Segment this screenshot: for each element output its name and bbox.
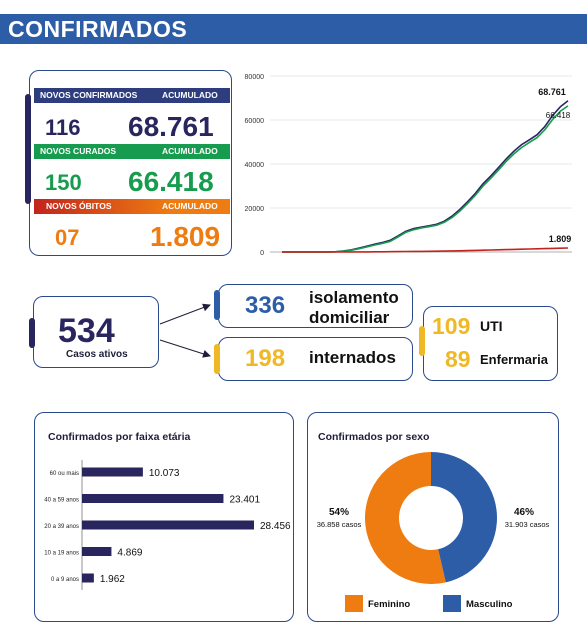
active-cases-label: Casos ativos bbox=[66, 349, 128, 360]
age-bar-value: 4.869 bbox=[117, 548, 142, 559]
uti-label: UTI bbox=[480, 318, 503, 334]
summary-accent bbox=[25, 94, 31, 204]
isolation-card bbox=[218, 284, 413, 328]
age-bar-value: 1.962 bbox=[100, 574, 125, 585]
novos-obitos-value: 07 bbox=[55, 225, 80, 250]
donut-slice-feminino bbox=[365, 452, 446, 584]
obitos-label-bar: NOVOS ÓBITOS ACUMULADO bbox=[34, 199, 230, 214]
donut-slice-masculino bbox=[431, 452, 497, 583]
age-bar bbox=[82, 494, 224, 503]
curados-label-bar: NOVOS CURADOS ACUMULADO bbox=[34, 144, 230, 159]
series-end-label-curados: 66.418 bbox=[546, 111, 571, 120]
age-bar bbox=[82, 467, 143, 477]
novos-confirmados-label: NOVOS CONFIRMADOS bbox=[40, 90, 138, 100]
confirmados-label-bar: NOVOS CONFIRMADOS ACUMULADO bbox=[34, 88, 230, 103]
cumulative-line-chart: 0 20000 40000 60000 80000 68.761 66.418 1.809 bbox=[245, 74, 572, 257]
novos-confirmados-value: 116 bbox=[45, 115, 81, 140]
age-bar-chart: 60 ou mais 10.073 40 a 59 anos 23.401 20 a 3… bbox=[44, 460, 291, 590]
age-category-label: 60 ou mais bbox=[50, 471, 79, 477]
uti-value: 109 bbox=[432, 313, 471, 339]
active-accent bbox=[29, 318, 35, 348]
isolation-accent bbox=[214, 290, 220, 320]
hospital-value: 198 bbox=[245, 345, 286, 372]
series-end-label-obitos: 1.809 bbox=[549, 234, 572, 244]
age-category-label: 20 a 39 anos bbox=[44, 524, 79, 530]
hospital-card bbox=[218, 337, 413, 381]
legend-label-feminino: Feminino bbox=[368, 599, 410, 610]
age-bar-value: 28.456 bbox=[260, 521, 291, 532]
y-tick-label: 80000 bbox=[245, 74, 265, 81]
acumulado-label: ACUMULADO bbox=[162, 146, 218, 156]
hospital-detail-accent bbox=[419, 326, 425, 356]
age-chart-title: Confirmados por faixa etária bbox=[48, 431, 191, 443]
series-end-label-confirmados: 68.761 bbox=[538, 87, 566, 97]
novos-curados-value: 150 bbox=[45, 170, 82, 195]
feminino-pct: 54% bbox=[329, 507, 349, 518]
feminino-cases: 36.858 casos bbox=[317, 520, 362, 529]
isolation-label-line2: domiciliar bbox=[309, 308, 390, 327]
ward-value: 89 bbox=[445, 346, 471, 372]
isolation-label-line1: isolamento bbox=[309, 288, 399, 307]
ward-label: Enfermaria bbox=[480, 352, 548, 367]
active-cases-value: 534 bbox=[58, 312, 115, 350]
age-bar bbox=[82, 573, 94, 583]
age-category-label: 40 a 59 anos bbox=[44, 498, 79, 504]
hospital-label: internados bbox=[309, 348, 396, 367]
acumulado-label: ACUMULADO bbox=[162, 201, 218, 211]
age-bar-value: 10.073 bbox=[149, 468, 180, 479]
sex-chart-title: Confirmados por sexo bbox=[318, 431, 430, 443]
acumulado-label: ACUMULADO bbox=[162, 90, 218, 100]
age-chart-card bbox=[34, 412, 294, 622]
arrow-to-hospital bbox=[159, 339, 211, 358]
novos-obitos-label: NOVOS ÓBITOS bbox=[46, 201, 112, 211]
y-tick-label: 20000 bbox=[245, 206, 265, 213]
isolation-value: 336 bbox=[245, 292, 286, 319]
y-tick-label: 40000 bbox=[245, 162, 265, 169]
legend-swatch-masculino bbox=[443, 595, 461, 612]
legend-label-masculino: Masculino bbox=[466, 599, 513, 610]
obitos-acumulado-value: 1.809 bbox=[150, 221, 221, 252]
age-category-label: 10 a 19 anos bbox=[44, 551, 79, 557]
series-line-obitos bbox=[282, 247, 569, 253]
legend-swatch-feminino bbox=[345, 595, 363, 612]
novos-curados-label: NOVOS CURADOS bbox=[40, 146, 117, 156]
title-bar bbox=[0, 14, 587, 44]
sex-donut-chart: 54% 36.858 casos 46% 31.903 casos Feminino Ma… bbox=[317, 452, 550, 612]
sex-chart-card bbox=[307, 412, 559, 622]
hospital-accent bbox=[214, 344, 220, 374]
y-tick-label: 60000 bbox=[245, 118, 265, 125]
confirmados-acumulado-value: 68.761 bbox=[128, 111, 214, 142]
age-bar-value: 23.401 bbox=[229, 495, 260, 506]
active-cases-card bbox=[33, 296, 159, 368]
age-category-label: 0 a 9 anos bbox=[51, 577, 79, 583]
age-bar bbox=[82, 520, 254, 530]
page-title: CONFIRMADOS bbox=[8, 16, 188, 42]
arrow-to-isolation bbox=[159, 303, 211, 325]
age-bar bbox=[82, 547, 112, 556]
masculino-cases: 31.903 casos bbox=[505, 520, 550, 529]
y-tick-label: 0 bbox=[260, 250, 264, 257]
hospital-detail-card bbox=[423, 306, 558, 381]
masculino-pct: 46% bbox=[514, 507, 534, 518]
curados-acumulado-value: 66.418 bbox=[128, 166, 214, 197]
